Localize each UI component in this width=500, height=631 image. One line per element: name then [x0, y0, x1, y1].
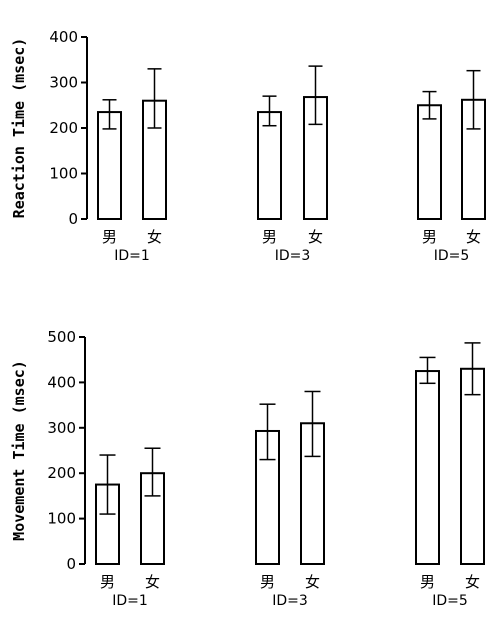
- y-tick-label: 0: [66, 555, 76, 573]
- group-label: ID=1: [112, 593, 148, 609]
- category-label: 女: [305, 573, 320, 591]
- y-tick-label: 500: [47, 328, 76, 346]
- bar: [415, 370, 440, 565]
- y-tick-label: 100: [49, 165, 78, 183]
- bar: [257, 111, 282, 220]
- bar: [417, 104, 442, 220]
- y-tick-label: 400: [49, 28, 78, 46]
- y-tick-label: 200: [49, 119, 78, 137]
- category-label: 男: [262, 228, 277, 246]
- y-tick-label: 0: [68, 210, 78, 228]
- category-label: 女: [308, 228, 323, 246]
- category-label: 女: [465, 573, 480, 591]
- group-label: ID=5: [432, 593, 468, 609]
- y-axis-label: Movement Time (msec): [10, 360, 28, 541]
- category-label: 男: [100, 573, 115, 591]
- category-label: 男: [422, 228, 437, 246]
- category-label: 女: [466, 228, 481, 246]
- y-tick-label: 300: [47, 419, 76, 437]
- y-axis-label: Reaction Time (msec): [10, 38, 28, 219]
- chart-panel-1: 0 100 200 300 400 Reaction Time (msec) 男 女 ID=1 男…: [10, 28, 486, 264]
- category-label: 女: [145, 573, 160, 591]
- category-label: 男: [260, 573, 275, 591]
- bar: [460, 367, 485, 565]
- category-label: 女: [147, 228, 162, 246]
- group-label: ID=3: [275, 248, 311, 264]
- group-label: ID=1: [114, 248, 150, 264]
- y-tick-label: 300: [49, 74, 78, 92]
- y-tick-label: 200: [47, 464, 76, 482]
- group-label: ID=5: [434, 248, 470, 264]
- group-label: ID=3: [272, 593, 308, 609]
- category-label: 男: [420, 573, 435, 591]
- category-label: 男: [102, 228, 117, 246]
- chart-panel-2: 0 100 200 300 400 500 Movement Time (msec) 男 女 ID…: [10, 328, 485, 609]
- y-tick-label: 100: [47, 510, 76, 528]
- y-tick-label: 400: [47, 373, 76, 391]
